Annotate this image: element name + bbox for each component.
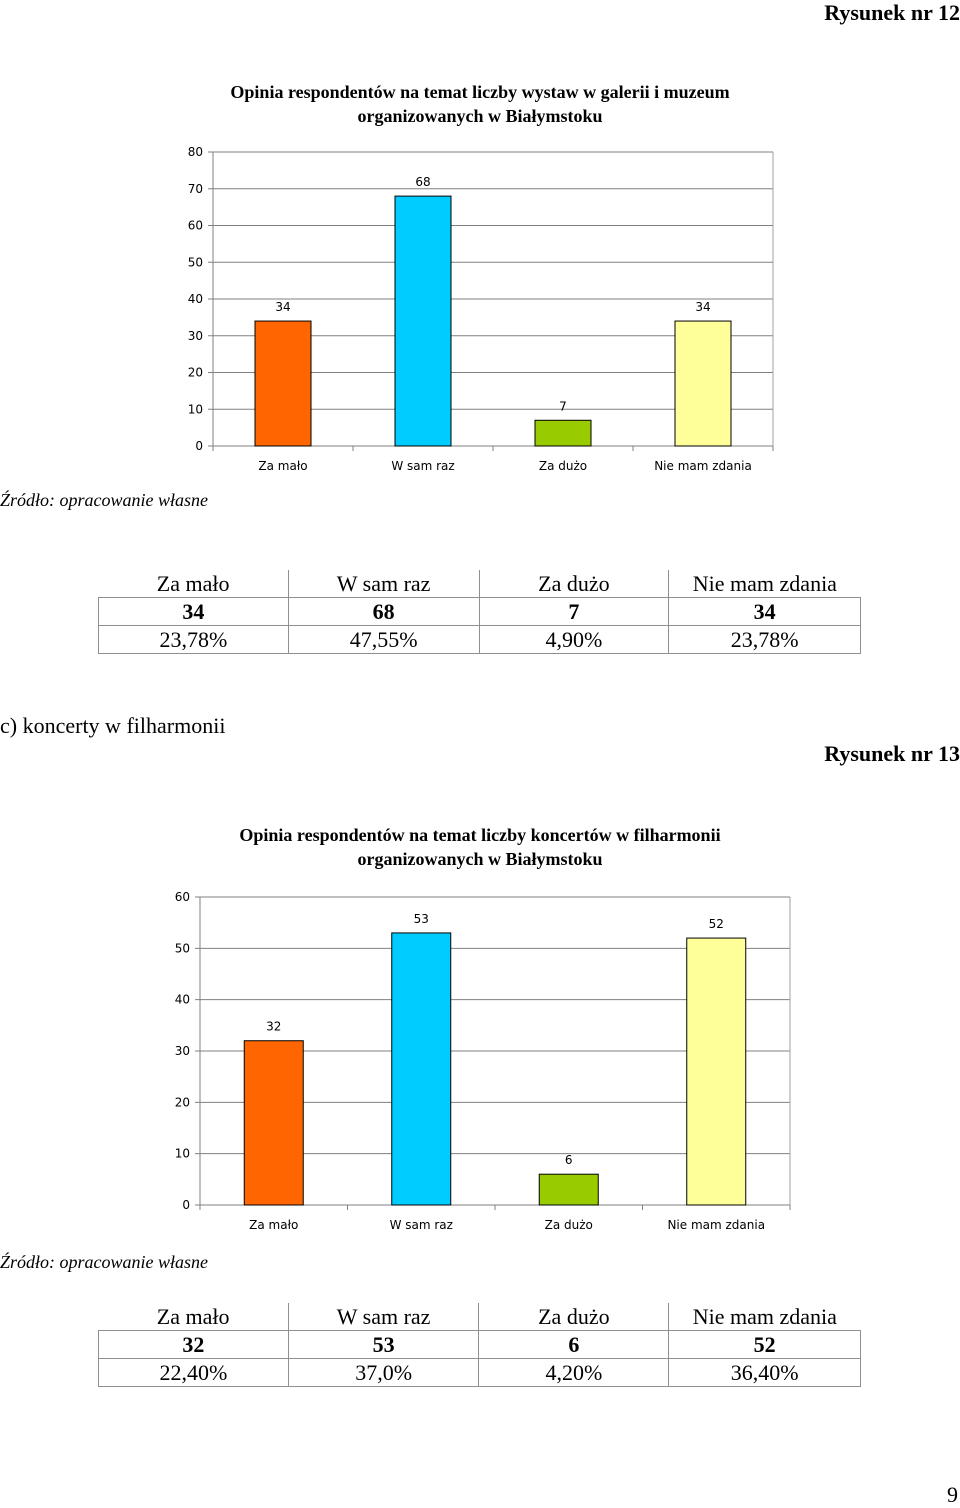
y-tick-label: 10 bbox=[175, 1147, 190, 1161]
table-cell: 4,20% bbox=[478, 1358, 670, 1387]
table-cell: 34 bbox=[98, 597, 289, 626]
y-tick-label: 20 bbox=[188, 366, 203, 380]
bar bbox=[538, 1173, 599, 1206]
table-header-cell: Za mało bbox=[98, 570, 289, 598]
table-cell: 7 bbox=[478, 597, 670, 626]
data-table: Za mało W sam raz Za dużo Nie mam zdania… bbox=[98, 1303, 861, 1387]
chart-title: Opinia respondentów na temat liczby konc… bbox=[100, 823, 860, 871]
x-tick-label: Za mało bbox=[258, 459, 307, 473]
table-cell: 23,78% bbox=[668, 625, 861, 654]
table-cell: 53 bbox=[287, 1330, 480, 1359]
page-number: 9 bbox=[947, 1482, 958, 1507]
bar bbox=[391, 932, 452, 1206]
table-header-cell: Za mało bbox=[98, 1303, 289, 1331]
table-header-row: Za mało W sam raz Za dużo Nie mam zdania bbox=[98, 1303, 861, 1331]
y-tick-label: 30 bbox=[188, 329, 203, 343]
data-label: 52 bbox=[709, 917, 724, 931]
table-row: 23,78% 47,55% 4,90% 23,78% bbox=[98, 625, 861, 654]
chart-title-line: organizowanych w Białymstoku bbox=[357, 849, 603, 869]
x-tick-label: Nie mam zdania bbox=[667, 1218, 765, 1232]
section-heading: c) koncerty w filharmonii bbox=[0, 713, 226, 738]
table-header-cell: Nie mam zdania bbox=[668, 1303, 861, 1331]
chart-title-line: Opinia respondentów na temat liczby wyst… bbox=[230, 82, 730, 102]
table-header-cell: W sam raz bbox=[287, 1303, 480, 1331]
source-note: Źródło: opracowanie własne bbox=[0, 490, 209, 510]
x-tick-label: Za dużo bbox=[539, 459, 587, 473]
table-cell: 68 bbox=[287, 597, 480, 626]
bar bbox=[686, 937, 747, 1206]
y-tick-label: 10 bbox=[188, 402, 203, 416]
bar-chart: 0 10 20 30 40 50 60 32 Za mało 53 W sam raz 6 Za duż… bbox=[175, 890, 791, 1232]
table-cell: 23,78% bbox=[98, 625, 289, 654]
y-tick-label: 60 bbox=[188, 219, 203, 233]
table-cell: 37,0% bbox=[287, 1358, 480, 1387]
bar bbox=[534, 419, 592, 447]
y-tick-label: 40 bbox=[175, 993, 190, 1007]
bar-chart: 0 10 20 30 40 50 60 70 80 34 Za mało 68 W sam raz 7 Za… bbox=[188, 145, 774, 473]
data-label: 6 bbox=[565, 1153, 573, 1167]
table-cell: 52 bbox=[668, 1330, 861, 1359]
y-tick-label: 50 bbox=[175, 941, 190, 955]
figure-label: Rysunek nr 13 bbox=[824, 741, 960, 766]
y-tick-label: 70 bbox=[188, 182, 203, 196]
table-header-row: Za mało W sam raz Za dużo Nie mam zdania bbox=[98, 570, 861, 598]
y-tick-label: 30 bbox=[175, 1044, 190, 1058]
table-cell: 32 bbox=[98, 1330, 289, 1359]
y-tick-label: 20 bbox=[175, 1095, 190, 1109]
chart-title-line: organizowanych w Białymstoku bbox=[357, 106, 603, 126]
y-tick-label: 0 bbox=[195, 439, 203, 453]
table-cell: 4,90% bbox=[478, 625, 670, 654]
table-cell: 34 bbox=[668, 597, 861, 626]
bar bbox=[243, 1040, 304, 1206]
data-label: 7 bbox=[559, 399, 567, 413]
bar bbox=[254, 320, 312, 447]
table-header-cell: W sam raz bbox=[287, 570, 480, 598]
y-tick-label: 50 bbox=[188, 255, 203, 269]
bar bbox=[394, 195, 452, 447]
table-row: 34 68 7 34 bbox=[98, 597, 861, 626]
table-row: 22,40% 37,0% 4,20% 36,40% bbox=[98, 1358, 861, 1387]
chart-title-line: Opinia respondentów na temat liczby konc… bbox=[239, 825, 721, 845]
data-label: 32 bbox=[266, 1020, 281, 1034]
table-header-cell: Nie mam zdania bbox=[668, 570, 861, 598]
x-tick-label: W sam raz bbox=[391, 459, 454, 473]
x-tick-label: Nie mam zdania bbox=[654, 459, 752, 473]
data-label: 68 bbox=[415, 175, 430, 189]
y-tick-label: 40 bbox=[188, 292, 203, 306]
table-row: 32 53 6 52 bbox=[98, 1330, 861, 1359]
table-cell: 6 bbox=[478, 1330, 670, 1359]
y-tick-label: 60 bbox=[175, 890, 190, 904]
data-label: 34 bbox=[275, 300, 290, 314]
data-label: 34 bbox=[695, 300, 710, 314]
x-tick-label: W sam raz bbox=[390, 1218, 453, 1232]
table-cell: 47,55% bbox=[287, 625, 480, 654]
y-tick-label: 80 bbox=[188, 145, 203, 159]
x-tick-label: Za dużo bbox=[545, 1218, 593, 1232]
table-cell: 22,40% bbox=[98, 1358, 289, 1387]
data-table: Za mało W sam raz Za dużo Nie mam zdania… bbox=[98, 570, 861, 654]
figure-label: Rysunek nr 12 bbox=[824, 0, 960, 25]
y-tick-label: 0 bbox=[182, 1198, 190, 1212]
table-header-cell: Za dużo bbox=[478, 570, 670, 598]
source-note: Źródło: opracowanie własne bbox=[0, 1252, 209, 1272]
data-label: 53 bbox=[414, 912, 429, 926]
table-cell: 36,40% bbox=[668, 1358, 861, 1387]
chart-title: Opinia respondentów na temat liczby wyst… bbox=[100, 80, 860, 128]
table-header-cell: Za dużo bbox=[478, 1303, 670, 1331]
x-tick-label: Za mało bbox=[249, 1218, 298, 1232]
bar bbox=[674, 320, 732, 447]
